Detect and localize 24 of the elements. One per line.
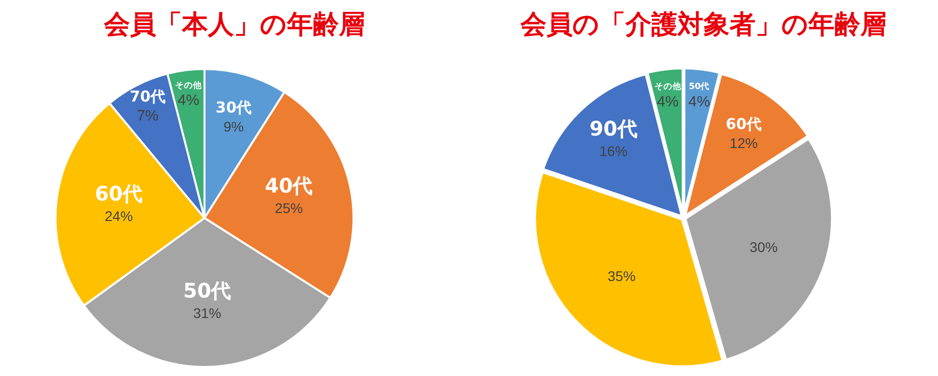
slice-label: その他 — [174, 80, 203, 91]
data-label: 24% — [104, 208, 133, 224]
slice-label: 30代 — [216, 98, 252, 117]
slice-label: その他 — [654, 81, 682, 92]
data-label: 35% — [608, 268, 636, 284]
data-label: 4% — [688, 93, 710, 110]
data-label: 25% — [274, 200, 303, 216]
slice-label: 50代 — [183, 278, 232, 303]
slice-label: 40代 — [264, 173, 313, 198]
data-label: 30% — [750, 238, 778, 255]
data-label: 31% — [193, 305, 222, 322]
slice-label: 50代 — [688, 81, 710, 92]
chart-title: 会員の「介護対象者」の年齢層 — [519, 9, 888, 42]
slice-label: 70代 — [130, 87, 166, 106]
data-label: 7% — [136, 108, 159, 125]
data-label: 4% — [656, 93, 679, 110]
chart-title: 会員「本人」の年齢層 — [102, 9, 366, 42]
slice-label: 90代 — [589, 116, 638, 140]
data-label: 9% — [223, 118, 244, 135]
slice-label: 60代 — [94, 181, 143, 206]
slice-label: 60代 — [726, 114, 762, 133]
data-label: 4% — [178, 92, 200, 110]
data-label: 12% — [730, 134, 758, 151]
data-label: 16% — [599, 143, 628, 160]
